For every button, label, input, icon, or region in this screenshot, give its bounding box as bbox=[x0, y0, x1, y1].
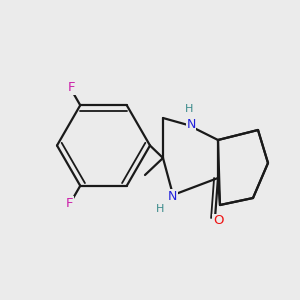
Text: F: F bbox=[68, 81, 76, 94]
Text: N: N bbox=[186, 118, 196, 131]
Text: H: H bbox=[156, 204, 165, 214]
Text: H: H bbox=[185, 103, 194, 113]
Text: O: O bbox=[213, 214, 223, 227]
Text: F: F bbox=[66, 197, 73, 210]
Text: N: N bbox=[168, 190, 177, 203]
